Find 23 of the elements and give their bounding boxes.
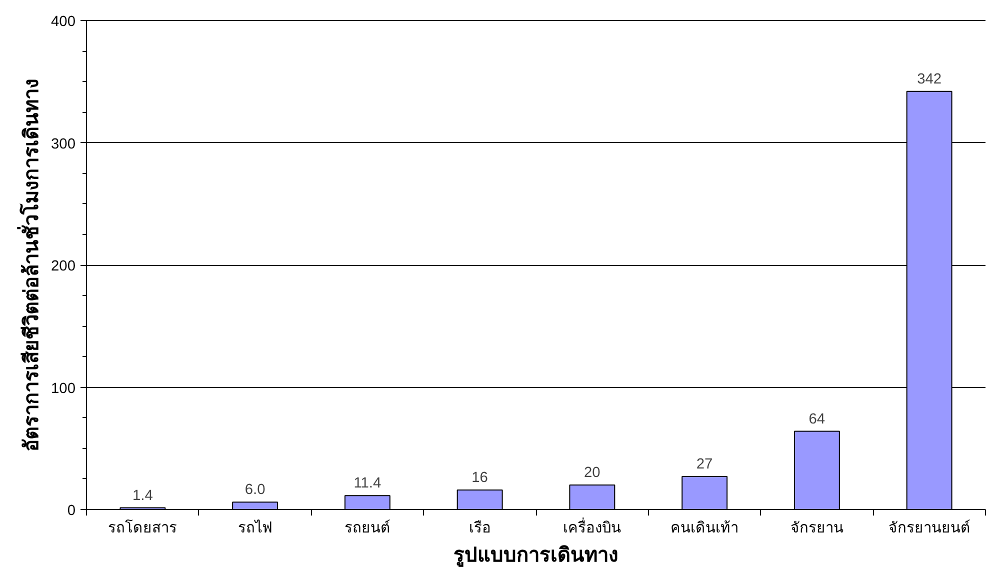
x-tick-label: รถไฟ (238, 518, 272, 536)
y-tick-label: 200 (51, 258, 76, 274)
x-tick-label: คนเดินเท้า (670, 520, 739, 536)
x-tick-label: รถโดยสาร (108, 518, 178, 536)
x-tick-label: รถยนต์ (344, 520, 390, 536)
data-label: 20 (584, 465, 600, 482)
data-label: 1.4 (132, 488, 153, 504)
data-label: 27 (696, 456, 713, 472)
y-tick-label: 400 (51, 14, 76, 30)
y-tick-label: 100 (51, 380, 76, 397)
x-tick-label: จักรยาน (790, 520, 844, 536)
data-label: 342 (917, 71, 942, 88)
data-label: 6.0 (244, 482, 266, 498)
x-tick-label: เครื่องบิน (563, 518, 622, 536)
data-label: 64 (808, 411, 826, 428)
data-label: 16 (472, 470, 488, 486)
x-tick-label: เรือ (468, 520, 491, 536)
data-label: 11.4 (354, 476, 382, 492)
x-tick-label: จักรยานยนต์ (888, 520, 970, 536)
y-tick-label: 300 (51, 136, 76, 152)
y-tick-label: 0 (67, 503, 76, 519)
x-axis-title: รูปแบบการเดินทาง (454, 544, 618, 568)
y-axis-title: อัตราการเสียชีวิตต่อล้านชั่วโมงการเดินทาง (16, 78, 44, 452)
